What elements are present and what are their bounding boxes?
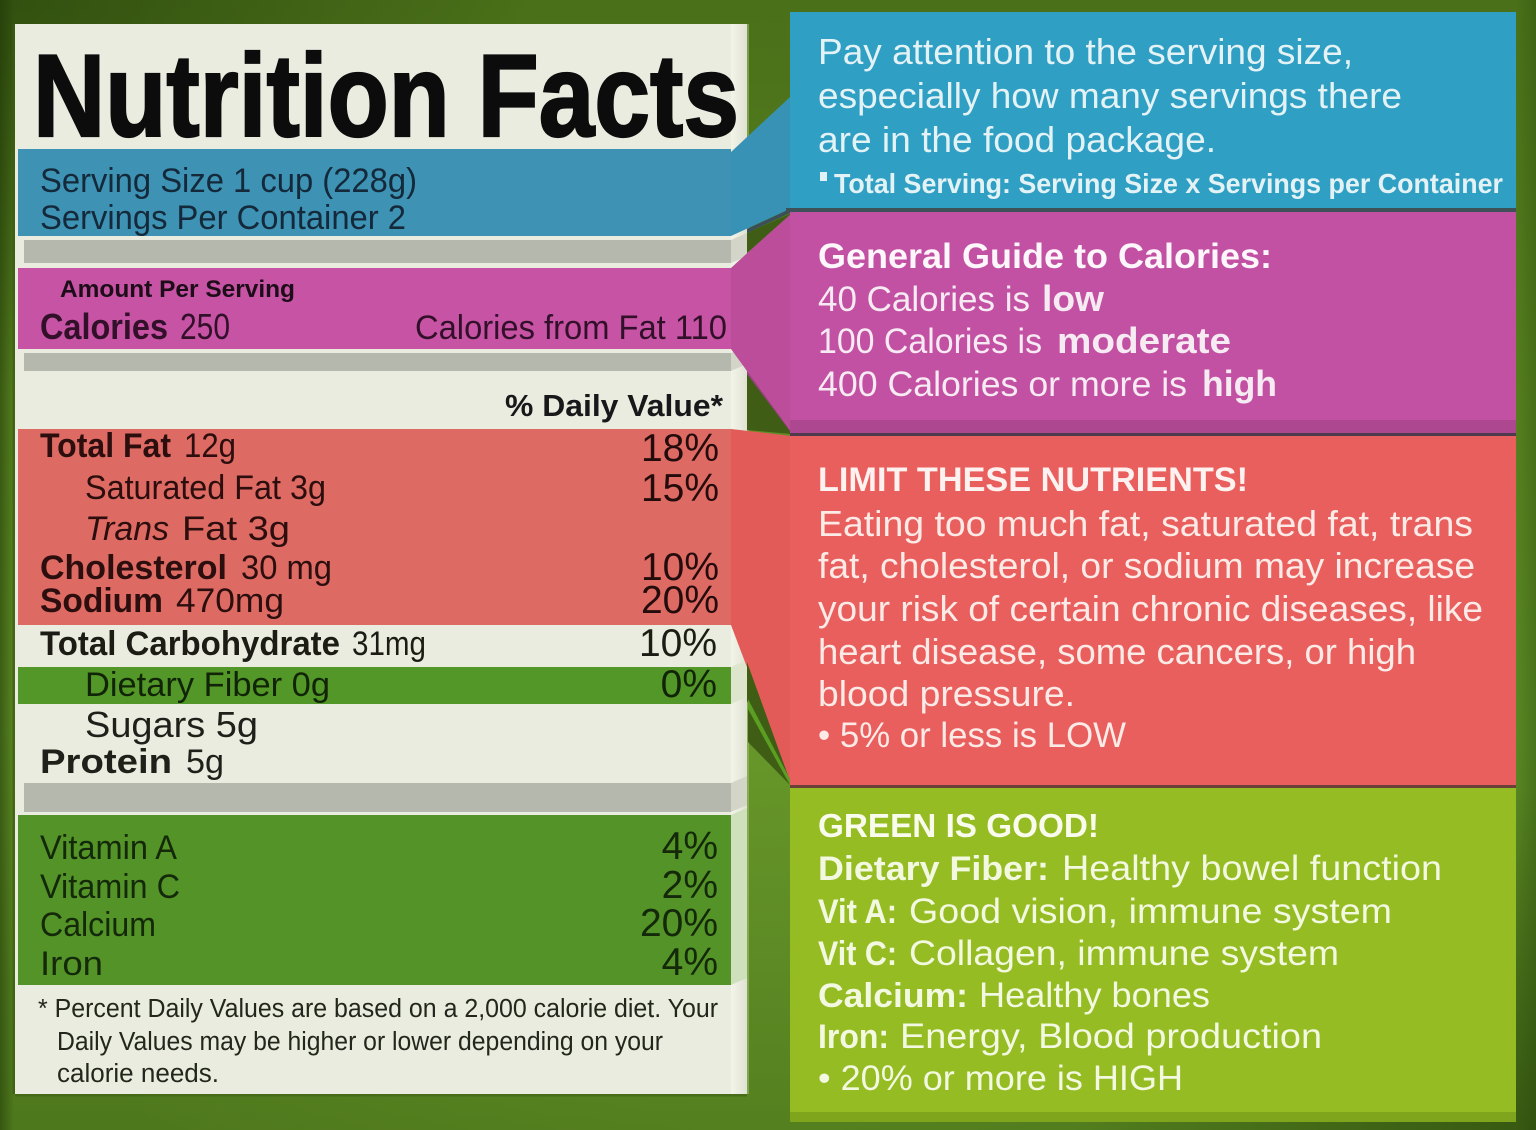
svg-text:12g: 12g [184, 427, 236, 465]
svg-text:Sodium: Sodium [40, 582, 163, 620]
svg-text:30 mg: 30 mg [241, 549, 332, 587]
svg-text:10%: 10% [639, 622, 717, 665]
svg-text:Nutrition Facts: Nutrition Facts [33, 30, 739, 161]
svg-text:Total Fat: Total Fat [40, 427, 171, 465]
svg-text:Collagen, immune system: Collagen, immune system [909, 934, 1339, 973]
svg-text:18%: 18% [641, 427, 719, 470]
svg-text:LIMIT THESE NUTRIENTS!: LIMIT THESE NUTRIENTS! [818, 461, 1248, 499]
svg-text:4%: 4% [662, 941, 718, 984]
svg-text:Trans: Trans [85, 510, 169, 548]
svg-text:high: high [1202, 363, 1277, 404]
svg-text:250: 250 [180, 306, 230, 347]
svg-text:Healthy bones: Healthy bones [979, 976, 1210, 1015]
svg-text:• 5% or less is LOW: • 5% or less is LOW [818, 716, 1126, 755]
svg-text:100 Calories is: 100 Calories is [818, 322, 1042, 361]
svg-text:10%: 10% [641, 546, 719, 589]
svg-text:Serving Size 1 cup (228g): Serving Size 1 cup (228g) [40, 162, 417, 200]
svg-text:Vit A:: Vit A: [818, 893, 897, 931]
svg-text:blood pressure.: blood pressure. [818, 673, 1075, 714]
svg-text:4%: 4% [662, 825, 718, 868]
svg-text:20%: 20% [641, 579, 719, 622]
svg-text:20%: 20% [640, 902, 718, 945]
svg-text:Protein: Protein [40, 743, 172, 781]
svg-text:Amount Per Serving: Amount Per Serving [60, 276, 295, 303]
svg-text:Healthy bowel function: Healthy bowel function [1062, 849, 1442, 888]
svg-text:40 Calories is: 40 Calories is [818, 280, 1030, 319]
svg-text:Calcium:: Calcium: [818, 977, 968, 1015]
svg-text:% Daily Value*: % Daily Value* [505, 388, 724, 423]
svg-text:Calcium: Calcium [40, 906, 156, 944]
svg-text:400 Calories or more is: 400 Calories or more is [818, 365, 1187, 404]
svg-text:Total Serving: Serving Size x: Total Serving: Serving Size x Servings p… [834, 168, 1503, 199]
svg-text:15%: 15% [641, 467, 719, 510]
svg-text:* Percent Daily Values are bas: * Percent Daily Values are based on a 2,… [38, 995, 718, 1023]
svg-text:especially how many servings t: especially how many servings there [818, 75, 1402, 116]
svg-text:Saturated Fat 3g: Saturated Fat 3g [85, 469, 326, 507]
svg-text:0%: 0% [661, 663, 717, 706]
svg-text:Cholesterol: Cholesterol [40, 549, 227, 587]
svg-text:Servings Per Container 2: Servings Per Container 2 [40, 199, 406, 237]
svg-text:Sugars 5g: Sugars 5g [85, 704, 258, 745]
svg-text:Vit C:: Vit C: [818, 935, 897, 973]
svg-text:Vitamin A: Vitamin A [40, 829, 177, 867]
svg-text:Good vision, immune system: Good vision, immune system [909, 892, 1392, 931]
svg-text:your risk of certain chronic d: your risk of certain chronic diseases, l… [818, 588, 1483, 629]
svg-text:Vitamin C: Vitamin C [40, 868, 180, 906]
svg-text:Daily Values may be higher or: Daily Values may be higher or lower depe… [57, 1028, 663, 1056]
svg-text:Iron: Iron [40, 945, 103, 983]
svg-text:470mg: 470mg [176, 582, 284, 620]
svg-text:moderate: moderate [1057, 320, 1231, 361]
svg-text:fat, cholesterol, or sodium ma: fat, cholesterol, or sodium may increase [818, 545, 1475, 586]
svg-text:heart disease, some cancers, o: heart disease, some cancers, or high [818, 631, 1416, 672]
svg-text:Calories: Calories [40, 306, 168, 347]
svg-text:calorie needs.: calorie needs. [57, 1060, 219, 1088]
svg-text:• 20% or more is HIGH: • 20% or more is HIGH [818, 1059, 1183, 1098]
svg-text:low: low [1042, 278, 1105, 319]
svg-text:31mg: 31mg [352, 625, 426, 663]
svg-text:GREEN IS GOOD!: GREEN IS GOOD! [818, 807, 1099, 844]
svg-text:Eating too much fat, saturated: Eating too much fat, saturated fat, tran… [818, 503, 1473, 544]
svg-text:Calories from Fat 110: Calories from Fat 110 [415, 309, 727, 347]
svg-text:Iron:: Iron: [818, 1018, 889, 1056]
svg-text:Pay attention to the serving s: Pay attention to the serving size, [818, 31, 1353, 72]
svg-text:2%: 2% [662, 864, 718, 907]
svg-text:Fat 3g: Fat 3g [182, 510, 290, 548]
svg-text:General Guide to Calories:: General Guide to Calories: [818, 237, 1272, 276]
svg-text:Total Carbohydrate: Total Carbohydrate [40, 625, 340, 663]
svg-text:5g: 5g [186, 743, 224, 781]
svg-text:are in the food package.: are in the food package. [818, 119, 1216, 160]
svg-text:Dietary Fiber:: Dietary Fiber: [818, 850, 1049, 888]
svg-text:Energy, Blood production: Energy, Blood production [900, 1017, 1322, 1056]
svg-text:Dietary Fiber 0g: Dietary Fiber 0g [85, 666, 330, 704]
